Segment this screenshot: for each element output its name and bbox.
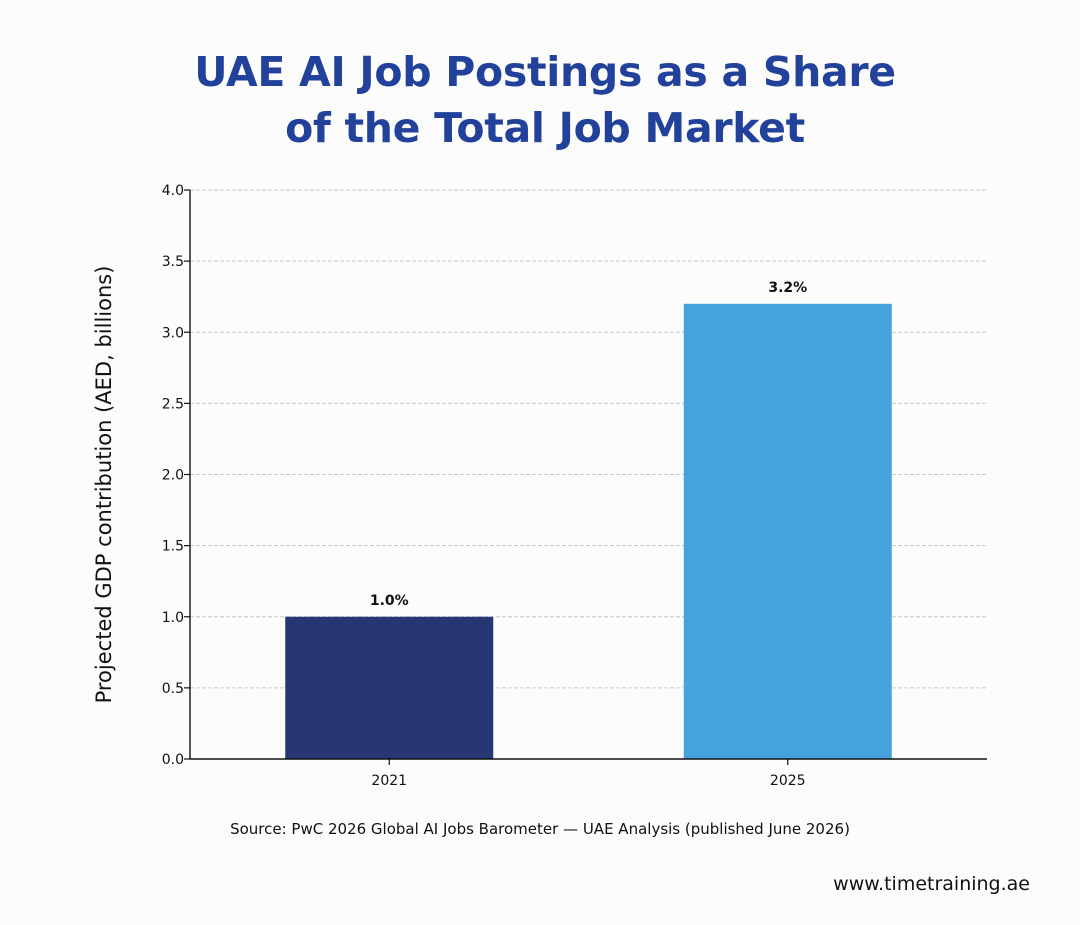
y-tick-label: 0.0 (162, 752, 184, 768)
y-tick-label: 3.0 (162, 325, 184, 341)
bar-2025 (683, 303, 892, 759)
y-tick-label: 2.0 (162, 468, 184, 484)
y-tick-label: 0.5 (162, 681, 184, 697)
x-tick-label: 2021 (371, 773, 407, 789)
y-tick-label: 1.0 (162, 610, 184, 626)
y-tick-label: 3.5 (162, 254, 184, 270)
data-label: 1.0% (370, 593, 409, 609)
chart-title: UAE AI Job Postings as a Share of the To… (0, 44, 1080, 156)
chart-title-line-1: UAE AI Job Postings as a Share (194, 48, 896, 96)
y-tick-label: 4.0 (162, 183, 184, 199)
website-url: www.timetraining.ae (833, 873, 1030, 895)
y-tick-label: 1.5 (162, 539, 184, 555)
x-tick-label: 2025 (770, 773, 806, 789)
chart-title-line-2: of the Total Job Market (285, 104, 805, 152)
source-note: Source: PwC 2026 Global AI Jobs Baromete… (230, 820, 850, 838)
data-label: 3.2% (768, 280, 807, 296)
y-tick-label: 2.5 (162, 396, 184, 412)
y-axis-label: Projected GDP contribution (AED, billion… (92, 266, 116, 704)
bar-2021 (285, 616, 494, 759)
